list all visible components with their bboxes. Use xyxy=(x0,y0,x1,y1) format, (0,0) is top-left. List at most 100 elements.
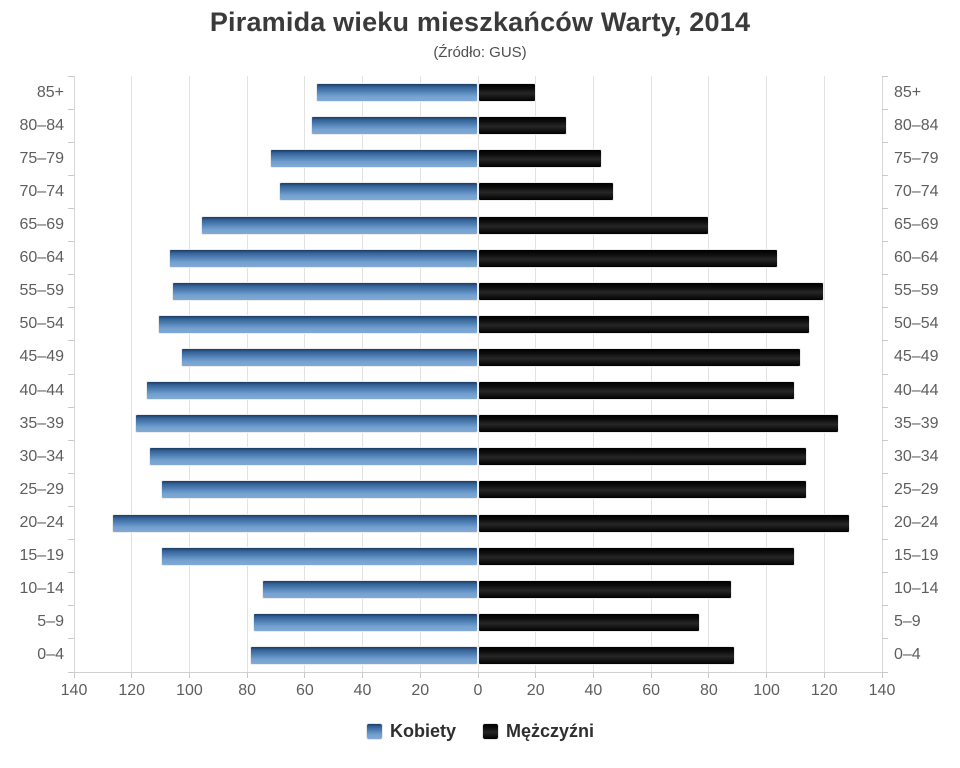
bar-mezczyzni-25–29 xyxy=(478,480,807,500)
age-label-left: 45–49 xyxy=(19,348,65,366)
bar-mezczyzni-85+ xyxy=(478,83,536,103)
age-label-left: 35–39 xyxy=(19,414,65,432)
legend-item-kobiety[interactable]: Kobiety xyxy=(365,720,456,742)
y-axis-tick xyxy=(68,472,74,474)
x-tick-label: 60 xyxy=(295,682,314,699)
bar-mezczyzni-20–24 xyxy=(478,513,851,533)
x-tick-label: 140 xyxy=(868,682,896,699)
x-tick-label: 60 xyxy=(642,682,661,699)
x-axis-tick xyxy=(535,672,537,678)
age-label-left: 15–19 xyxy=(19,547,65,565)
y-axis-tick xyxy=(68,539,74,541)
age-label-right: 15–19 xyxy=(894,547,939,565)
y-axis-tick xyxy=(68,605,74,607)
y-axis-line xyxy=(73,76,75,672)
age-label-right: 75–79 xyxy=(894,149,939,167)
gridline xyxy=(708,76,710,672)
bar-kobiety-85+ xyxy=(316,83,478,103)
y-axis-tick xyxy=(882,75,888,77)
bar-mezczyzni-5–9 xyxy=(478,612,701,632)
x-axis-tick xyxy=(73,672,75,678)
age-label-right: 50–54 xyxy=(894,315,939,333)
bar-mezczyzni-40–44 xyxy=(478,381,796,401)
y-axis-tick xyxy=(882,472,888,474)
age-label-right: 35–39 xyxy=(894,414,939,432)
legend-swatch-kobiety-icon xyxy=(365,722,383,740)
y-axis-tick xyxy=(882,605,888,607)
bar-mezczyzni-75–79 xyxy=(478,149,603,169)
y-axis-tick xyxy=(68,108,74,110)
x-axis-tick xyxy=(188,672,190,678)
x-axis-tick xyxy=(131,672,133,678)
x-tick-label: 80 xyxy=(238,682,257,699)
y-axis-tick xyxy=(882,505,888,507)
age-label-left: 55–59 xyxy=(19,282,65,300)
age-label-right: 80–84 xyxy=(894,116,939,134)
age-label-right: 65–69 xyxy=(894,216,939,233)
legend-label-kobiety: Kobiety xyxy=(389,720,456,741)
age-label-right: 40–44 xyxy=(894,381,939,399)
y-axis-tick xyxy=(882,539,888,541)
y-axis-tick xyxy=(68,274,74,276)
bar-mezczyzni-10–14 xyxy=(478,579,732,599)
x-axis-tick xyxy=(766,672,768,678)
x-axis-tick xyxy=(881,672,883,678)
gridline xyxy=(650,76,652,672)
age-label-left: 30–34 xyxy=(19,447,65,465)
y-axis-tick xyxy=(882,141,888,143)
bar-mezczyzni-50–54 xyxy=(478,314,810,334)
bar-kobiety-75–79 xyxy=(270,149,478,169)
x-axis-line xyxy=(74,672,882,673)
gridline xyxy=(477,76,479,672)
bar-kobiety-0–4 xyxy=(250,645,478,665)
bar-kobiety-65–69 xyxy=(200,215,478,235)
age-label-right: 10–14 xyxy=(894,580,939,598)
gridline xyxy=(131,76,133,672)
age-label-left: 75–79 xyxy=(19,149,65,167)
age-label-right: 30–34 xyxy=(894,447,939,465)
x-axis-tick xyxy=(246,672,248,678)
y-axis-tick xyxy=(68,174,74,176)
age-label-right: 60–64 xyxy=(894,249,939,267)
age-label-left: 65–69 xyxy=(19,216,65,233)
age-label-right: 55–59 xyxy=(894,282,939,300)
gridline xyxy=(766,76,768,672)
y-axis-tick xyxy=(882,307,888,309)
bar-kobiety-40–44 xyxy=(146,381,478,401)
x-tick-label: 0 xyxy=(473,682,483,699)
y-axis-tick xyxy=(68,307,74,309)
age-label-left: 40–44 xyxy=(19,381,65,399)
y-axis-tick xyxy=(882,671,888,673)
bar-mezczyzni-60–64 xyxy=(478,248,779,268)
bar-mezczyzni-45–49 xyxy=(478,347,802,367)
y-axis-tick xyxy=(68,241,74,243)
chart-title: Piramida wieku mieszkańców Warty, 2014 xyxy=(209,7,751,37)
y-axis-tick xyxy=(882,406,888,408)
age-label-left: 5–9 xyxy=(37,613,64,631)
chart-subtitle: (Źródło: GUS) xyxy=(433,44,527,61)
bar-mezczyzni-15–19 xyxy=(478,546,796,566)
gridline xyxy=(823,76,825,672)
bar-kobiety-15–19 xyxy=(160,546,478,566)
x-tick-label: 100 xyxy=(753,682,780,699)
y-axis-tick xyxy=(68,141,74,143)
y-axis-tick xyxy=(882,572,888,574)
x-tick-label: 80 xyxy=(699,682,718,699)
y-axis-tick xyxy=(882,373,888,375)
y-axis-tick xyxy=(882,340,888,342)
plot-area xyxy=(73,76,883,672)
gridline xyxy=(362,76,364,672)
bar-kobiety-5–9 xyxy=(252,612,478,632)
x-tick-label: 40 xyxy=(584,682,603,699)
x-axis-tick xyxy=(419,672,421,678)
x-tick-label: 20 xyxy=(526,682,545,699)
age-label-left: 85+ xyxy=(36,83,64,101)
y-axis-tick xyxy=(882,241,888,243)
legend-item-mezczyzni[interactable]: Mężczyźni xyxy=(481,721,594,742)
age-label-right: 45–49 xyxy=(894,348,939,366)
bar-kobiety-80–84 xyxy=(310,116,478,136)
legend-swatch-mezczyzni-icon xyxy=(481,722,499,740)
gridline xyxy=(592,76,594,672)
bar-kobiety-60–64 xyxy=(169,248,478,268)
